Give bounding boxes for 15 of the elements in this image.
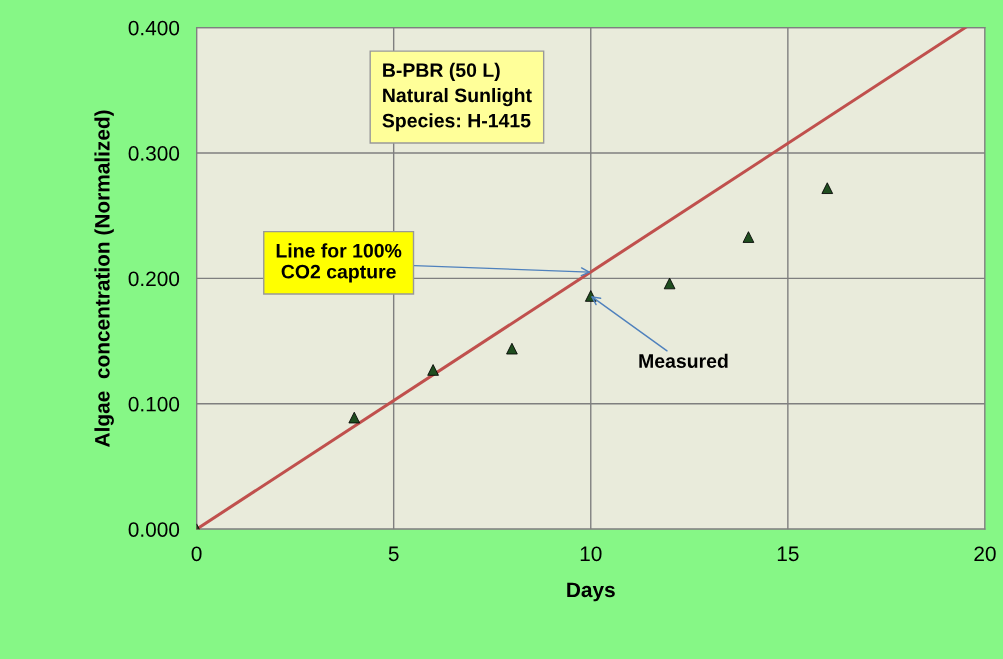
y-tick-label: 0.300 xyxy=(128,146,180,161)
x-tick-label: 10 xyxy=(580,546,602,562)
y-tick-label: 0.000 xyxy=(128,522,180,537)
x-tick-label: 20 xyxy=(974,546,996,562)
y-tick-label: 0.200 xyxy=(128,271,180,287)
y-axis-title: Algae concentration (Normalized) xyxy=(94,110,114,447)
annotation: B-PBR (50 L) Natural Sunlight Species: H-1415 xyxy=(382,62,532,132)
y-tick-label: 0.100 xyxy=(128,396,180,412)
y-tick-label: 0.400 xyxy=(128,20,180,36)
annotation: Measured xyxy=(639,353,728,368)
annotation: Line for 100% CO2 capture xyxy=(276,243,402,283)
x-tick-label: 0 xyxy=(191,546,202,562)
x-tick-label: 15 xyxy=(777,546,799,562)
x-axis-title: Days xyxy=(567,582,615,602)
x-tick-label: 5 xyxy=(388,546,399,562)
